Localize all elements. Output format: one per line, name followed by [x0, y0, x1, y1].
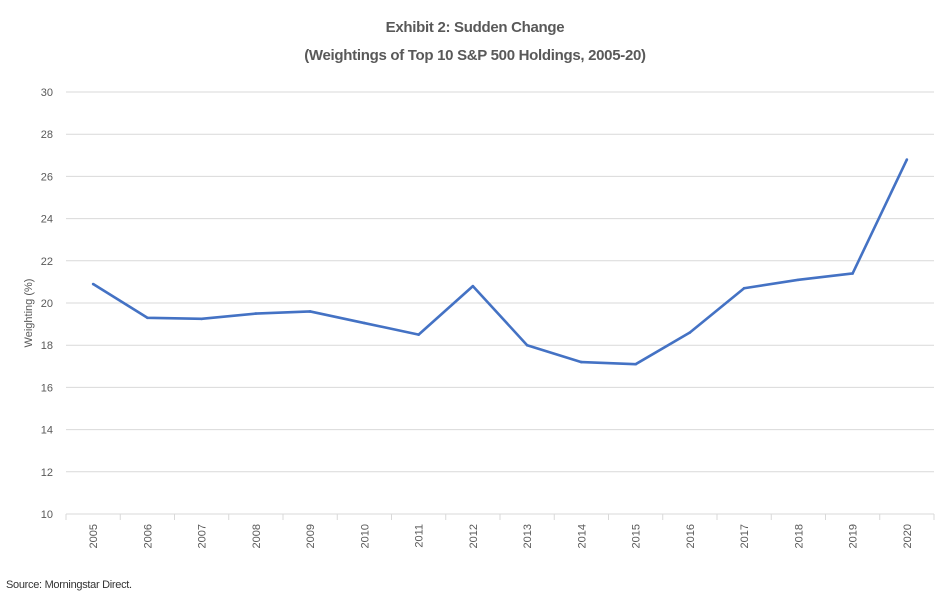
y-tick-label: 30: [41, 87, 53, 99]
chart-title: Exhibit 2: Sudden Change: [385, 19, 565, 36]
data-point: [254, 312, 258, 315]
x-tick-label: 2017: [739, 524, 751, 548]
data-point: [308, 310, 312, 313]
y-axis-label: Weighting (%): [23, 279, 35, 348]
y-tick-label: 12: [41, 467, 53, 479]
x-tick-label: 2010: [359, 524, 371, 548]
x-tick-label: 2009: [305, 524, 317, 548]
x-tick-label: 2013: [522, 524, 534, 548]
data-point: [634, 362, 637, 366]
source-note: Source: Morningstar Direct.: [6, 579, 132, 591]
data-point: [471, 284, 475, 288]
y-tick-label: 28: [41, 129, 53, 141]
x-tick-label: 2019: [848, 524, 860, 548]
data-point: [851, 272, 854, 275]
x-tick-label: 2015: [631, 524, 643, 548]
y-tick-label: 10: [41, 509, 53, 521]
data-point: [688, 331, 692, 334]
x-tick-label: 2011: [414, 524, 426, 548]
x-tick-label: 2008: [251, 524, 263, 548]
y-tick-label: 22: [41, 256, 53, 268]
x-tick-label: 2005: [88, 524, 100, 548]
y-tick-label: 20: [41, 298, 53, 310]
chart-subtitle: (Weightings of Top 10 S&P 500 Holdings, …: [304, 47, 646, 64]
data-point: [905, 158, 909, 161]
series-line: [92, 158, 909, 366]
y-tick-label: 16: [41, 382, 53, 394]
data-point: [525, 343, 529, 347]
y-tick-label: 24: [41, 214, 53, 226]
data-point: [363, 321, 366, 325]
data-point: [742, 286, 746, 290]
x-tick-label: 2020: [902, 524, 914, 548]
x-tick-label: 2012: [468, 524, 480, 548]
x-tick-label: 2006: [142, 524, 154, 548]
x-tick-label: 2007: [197, 524, 209, 548]
data-point: [417, 333, 420, 336]
y-tick-label: 14: [41, 425, 53, 437]
data-point: [146, 316, 149, 320]
x-tick-label: 2016: [685, 524, 697, 548]
x-tick-label: 2014: [576, 524, 588, 548]
y-tick-label: 18: [41, 340, 53, 352]
y-tick-label: 26: [41, 171, 53, 183]
data-point: [91, 282, 95, 286]
data-point: [200, 317, 203, 321]
data-point: [580, 360, 583, 364]
x-tick-label: 2018: [793, 524, 805, 548]
data-point: [797, 278, 800, 282]
